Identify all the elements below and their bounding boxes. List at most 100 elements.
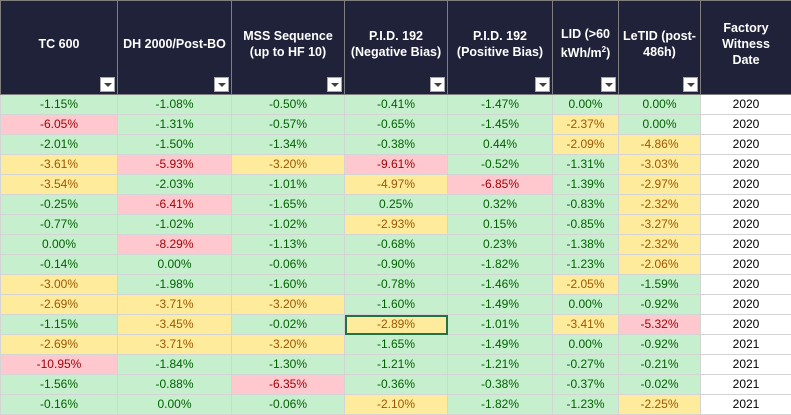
table-cell[interactable]: 2020 — [701, 155, 791, 175]
table-cell[interactable]: 0.00% — [118, 395, 232, 415]
table-cell[interactable]: -1.21% — [448, 355, 553, 375]
table-cell[interactable]: -2.32% — [619, 195, 701, 215]
table-cell[interactable]: -2.10% — [345, 395, 448, 415]
table-cell[interactable]: 0.00% — [553, 335, 619, 355]
table-cell[interactable]: 0.32% — [448, 195, 553, 215]
table-cell[interactable]: -3.41% — [553, 315, 619, 335]
table-cell[interactable]: -3.20% — [232, 295, 345, 315]
table-cell[interactable]: -1.21% — [345, 355, 448, 375]
table-cell[interactable]: 2020 — [701, 275, 791, 295]
table-cell[interactable]: -0.14% — [1, 255, 118, 275]
table-cell[interactable]: -0.36% — [345, 375, 448, 395]
table-cell[interactable]: -1.59% — [619, 275, 701, 295]
table-cell[interactable]: -3.00% — [1, 275, 118, 295]
table-cell[interactable]: 2020 — [701, 215, 791, 235]
table-cell[interactable]: -1.38% — [553, 235, 619, 255]
table-cell[interactable]: -1.08% — [118, 95, 232, 115]
table-cell[interactable]: -4.97% — [345, 175, 448, 195]
table-cell[interactable]: 0.00% — [118, 255, 232, 275]
table-cell[interactable]: -1.84% — [118, 355, 232, 375]
table-cell[interactable]: 2020 — [701, 135, 791, 155]
table-cell[interactable]: 0.23% — [448, 235, 553, 255]
table-cell[interactable]: -0.88% — [118, 375, 232, 395]
table-cell[interactable]: -1.60% — [345, 295, 448, 315]
table-cell[interactable]: -1.49% — [448, 295, 553, 315]
table-cell[interactable]: -1.45% — [448, 115, 553, 135]
table-cell[interactable]: -3.45% — [118, 315, 232, 335]
table-cell[interactable]: 2020 — [701, 295, 791, 315]
table-cell[interactable]: 2020 — [701, 115, 791, 135]
table-cell[interactable]: -2.32% — [619, 235, 701, 255]
filter-dropdown-icon[interactable] — [430, 77, 445, 92]
table-cell[interactable]: -2.97% — [619, 175, 701, 195]
filter-dropdown-icon[interactable] — [327, 77, 342, 92]
table-cell[interactable]: -0.25% — [1, 195, 118, 215]
table-cell[interactable]: -2.25% — [619, 395, 701, 415]
table-cell[interactable]: 0.00% — [619, 115, 701, 135]
table-cell[interactable]: 0.00% — [553, 295, 619, 315]
table-cell[interactable]: -6.35% — [232, 375, 345, 395]
table-cell[interactable]: 2021 — [701, 355, 791, 375]
table-cell[interactable]: -0.27% — [553, 355, 619, 375]
table-cell[interactable]: 2021 — [701, 375, 791, 395]
table-cell[interactable]: -2.01% — [1, 135, 118, 155]
filter-dropdown-icon[interactable] — [601, 77, 616, 92]
table-cell[interactable]: -1.56% — [1, 375, 118, 395]
table-cell[interactable]: -0.50% — [232, 95, 345, 115]
table-cell[interactable]: 0.15% — [448, 215, 553, 235]
table-cell[interactable]: -0.68% — [345, 235, 448, 255]
table-cell[interactable]: -0.06% — [232, 255, 345, 275]
table-cell[interactable]: -1.34% — [232, 135, 345, 155]
table-cell[interactable]: 2020 — [701, 255, 791, 275]
table-cell[interactable]: -1.31% — [118, 115, 232, 135]
table-cell[interactable]: -0.41% — [345, 95, 448, 115]
table-cell[interactable]: -0.90% — [345, 255, 448, 275]
table-cell[interactable]: -0.65% — [345, 115, 448, 135]
table-cell[interactable]: -0.21% — [619, 355, 701, 375]
table-cell[interactable]: -5.93% — [118, 155, 232, 175]
table-cell[interactable]: -2.69% — [1, 335, 118, 355]
table-cell[interactable]: -2.93% — [345, 215, 448, 235]
table-cell[interactable]: -1.82% — [448, 395, 553, 415]
table-cell[interactable]: -1.01% — [232, 175, 345, 195]
table-cell[interactable]: -1.30% — [232, 355, 345, 375]
table-cell[interactable]: 2020 — [701, 235, 791, 255]
table-cell[interactable]: -4.86% — [619, 135, 701, 155]
table-cell[interactable]: -1.50% — [118, 135, 232, 155]
filter-dropdown-icon[interactable] — [100, 77, 115, 92]
table-cell[interactable]: -2.69% — [1, 295, 118, 315]
table-cell[interactable]: -0.38% — [448, 375, 553, 395]
table-cell[interactable]: -1.65% — [232, 195, 345, 215]
table-cell[interactable]: -5.32% — [619, 315, 701, 335]
table-cell[interactable]: -2.37% — [553, 115, 619, 135]
table-cell[interactable]: -0.02% — [619, 375, 701, 395]
table-cell[interactable]: -1.23% — [553, 395, 619, 415]
table-cell[interactable]: 0.25% — [345, 195, 448, 215]
table-cell[interactable]: -0.37% — [553, 375, 619, 395]
table-cell[interactable]: 2021 — [701, 395, 791, 415]
table-cell[interactable]: -1.39% — [553, 175, 619, 195]
table-cell[interactable]: -0.57% — [232, 115, 345, 135]
table-cell[interactable]: -0.92% — [619, 335, 701, 355]
table-cell[interactable]: 2021 — [701, 335, 791, 355]
table-cell[interactable]: -1.02% — [232, 215, 345, 235]
table-cell[interactable]: -0.16% — [1, 395, 118, 415]
table-cell[interactable]: -1.49% — [448, 335, 553, 355]
table-cell[interactable]: -3.71% — [118, 295, 232, 315]
table-cell[interactable]: -0.38% — [345, 135, 448, 155]
table-cell[interactable]: -2.06% — [619, 255, 701, 275]
table-cell[interactable]: -2.03% — [118, 175, 232, 195]
table-cell[interactable]: -1.02% — [118, 215, 232, 235]
filter-dropdown-icon[interactable] — [683, 77, 698, 92]
table-cell[interactable]: -3.61% — [1, 155, 118, 175]
table-cell[interactable]: -6.41% — [118, 195, 232, 215]
table-cell[interactable]: -1.23% — [553, 255, 619, 275]
table-cell[interactable]: -3.54% — [1, 175, 118, 195]
table-cell[interactable]: 2020 — [701, 175, 791, 195]
table-cell[interactable]: -0.06% — [232, 395, 345, 415]
table-cell[interactable]: -1.60% — [232, 275, 345, 295]
table-cell[interactable]: -1.65% — [345, 335, 448, 355]
table-cell[interactable]: -0.92% — [619, 295, 701, 315]
table-cell[interactable]: -3.71% — [118, 335, 232, 355]
table-cell[interactable]: -6.05% — [1, 115, 118, 135]
